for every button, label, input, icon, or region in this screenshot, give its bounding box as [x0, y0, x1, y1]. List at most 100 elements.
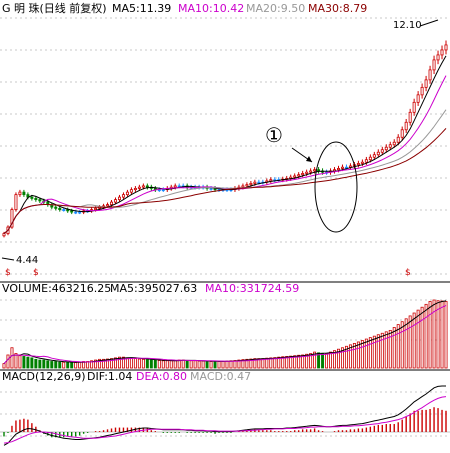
macd-histogram [0, 385, 450, 446]
volume-bar [38, 359, 42, 369]
volume-bar [392, 327, 396, 369]
volume-bar [161, 360, 165, 369]
candle-body [364, 159, 368, 163]
volume-bar [185, 360, 189, 369]
volume-bar [26, 356, 30, 369]
candle-body [74, 211, 78, 214]
volume-bar [117, 356, 121, 369]
volume-bar [277, 356, 281, 369]
ma5-line [3, 55, 447, 234]
signal-markers: $ $ $ [5, 268, 411, 278]
candle-body [356, 163, 360, 166]
candle-body [436, 54, 440, 61]
volume-bar [181, 359, 185, 369]
volume-bar [141, 358, 145, 369]
candle-body [392, 141, 396, 146]
volume-bar [237, 359, 241, 369]
volume-bar [201, 360, 205, 369]
volume-bar [66, 361, 70, 369]
volume-bar [305, 353, 309, 369]
candle-body [388, 144, 392, 148]
volume-bar [428, 301, 432, 369]
volume-bar [197, 360, 201, 369]
volume-bar [269, 357, 273, 369]
volume-bar [30, 357, 34, 369]
volume-bar [436, 300, 440, 369]
volume-bar [376, 334, 380, 369]
candle-body [253, 181, 257, 184]
macd-value-label: MACD:0.47 [190, 370, 251, 383]
candle-body [293, 175, 297, 178]
volume-bar [18, 355, 22, 369]
candle-body [30, 196, 34, 199]
dif-label: DIF:1.04 [87, 370, 132, 383]
candle-body [420, 86, 424, 96]
volume-bar [137, 358, 141, 369]
signal-marker: $ [5, 268, 11, 278]
candle-body [70, 210, 74, 213]
ma20-label: MA20:9.50 [246, 2, 305, 15]
candle-body [54, 206, 58, 209]
candle-body [141, 185, 145, 188]
volume-bar [14, 353, 18, 369]
volume-bar [360, 340, 364, 369]
candle-body [269, 179, 273, 182]
volume-bar [74, 362, 78, 369]
candle-body [117, 196, 121, 201]
candle-body [400, 129, 404, 138]
volume-bar [121, 356, 125, 369]
volume-bar [98, 358, 102, 369]
candle-body [241, 185, 245, 188]
volume-bar [348, 344, 352, 369]
volume-bar [301, 354, 305, 369]
volume-bar [245, 358, 249, 369]
volume-bars [2, 299, 448, 369]
candle-body [408, 111, 412, 123]
candle-body [22, 191, 26, 196]
volume-bar [70, 362, 74, 369]
candle-body [209, 188, 213, 190]
candle-body [2, 233, 6, 237]
volume-bar [46, 360, 50, 369]
volume-bar [6, 354, 10, 369]
volume-bar [412, 312, 416, 369]
volume-bar [177, 359, 181, 369]
high-price-label: 12.10 [393, 20, 422, 31]
volume-bar [356, 341, 360, 369]
volume-bar [225, 360, 229, 369]
volume-bar [114, 357, 117, 369]
candle-body [249, 183, 253, 186]
annotation-arrowhead [306, 156, 312, 162]
candle-body [344, 166, 348, 169]
volume-bar [189, 360, 193, 369]
candle-body [424, 79, 428, 88]
volume-bar [153, 359, 157, 369]
candle-body [125, 191, 129, 196]
volume-bar [289, 355, 293, 369]
annotation-ellipse [314, 141, 358, 233]
volume-bar [233, 360, 237, 369]
volume-bar [404, 318, 408, 369]
candle-body [133, 188, 137, 191]
candle-body [14, 194, 18, 211]
candle-body [121, 194, 125, 198]
volume-bar [329, 351, 333, 369]
volume-ma5-label: MA5:395027.63 [110, 282, 197, 295]
volume-bar [34, 358, 38, 369]
volume-bar [344, 345, 348, 369]
annotation-circled-one: ① [265, 123, 283, 147]
candle-body [317, 169, 321, 172]
volume-bar [364, 338, 368, 369]
candle-body [78, 211, 82, 214]
moving-average-lines [3, 55, 447, 234]
volume-bar [424, 303, 428, 369]
volume-bar [213, 361, 217, 369]
volume-bar [440, 300, 444, 369]
signal-marker: $ [33, 268, 39, 278]
volume-bar [396, 324, 400, 369]
volume-bar [333, 350, 336, 369]
candle-body [360, 161, 364, 164]
volume-bar [173, 360, 177, 369]
volume-bar [169, 360, 173, 369]
volume-bar [102, 358, 106, 369]
